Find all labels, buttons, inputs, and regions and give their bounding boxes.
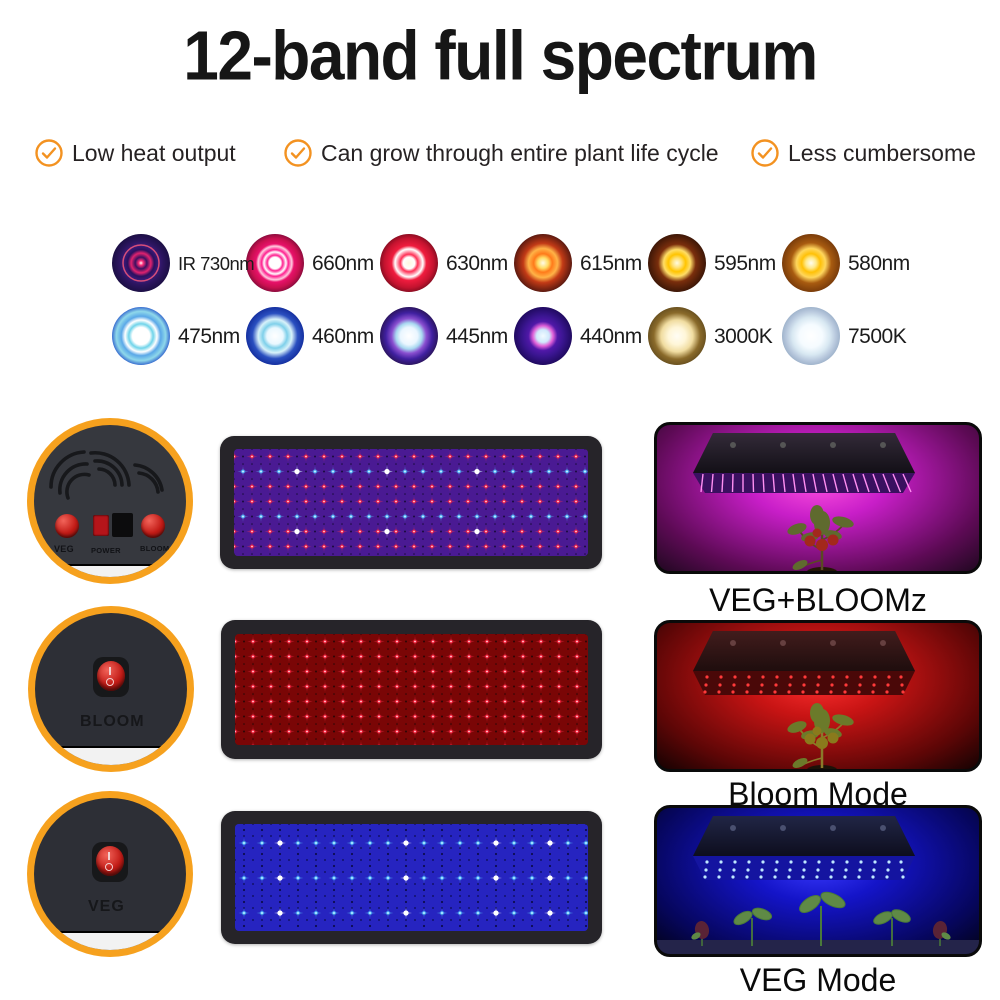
svg-text:595nm: 595nm: [714, 252, 776, 275]
svg-text:475nm: 475nm: [178, 325, 240, 348]
svg-text:460nm: 460nm: [312, 325, 374, 348]
svg-text:440nm: 440nm: [580, 325, 642, 348]
svg-text:7500K: 7500K: [848, 325, 907, 348]
svg-text:IR 730nm: IR 730nm: [178, 253, 254, 274]
svg-text:615nm: 615nm: [580, 252, 642, 275]
svg-text:3000K: 3000K: [714, 325, 773, 348]
svg-text:660nm: 660nm: [312, 252, 374, 275]
svg-text:630nm: 630nm: [446, 252, 508, 275]
svg-text:580nm: 580nm: [848, 252, 910, 275]
svg-text:445nm: 445nm: [446, 325, 508, 348]
